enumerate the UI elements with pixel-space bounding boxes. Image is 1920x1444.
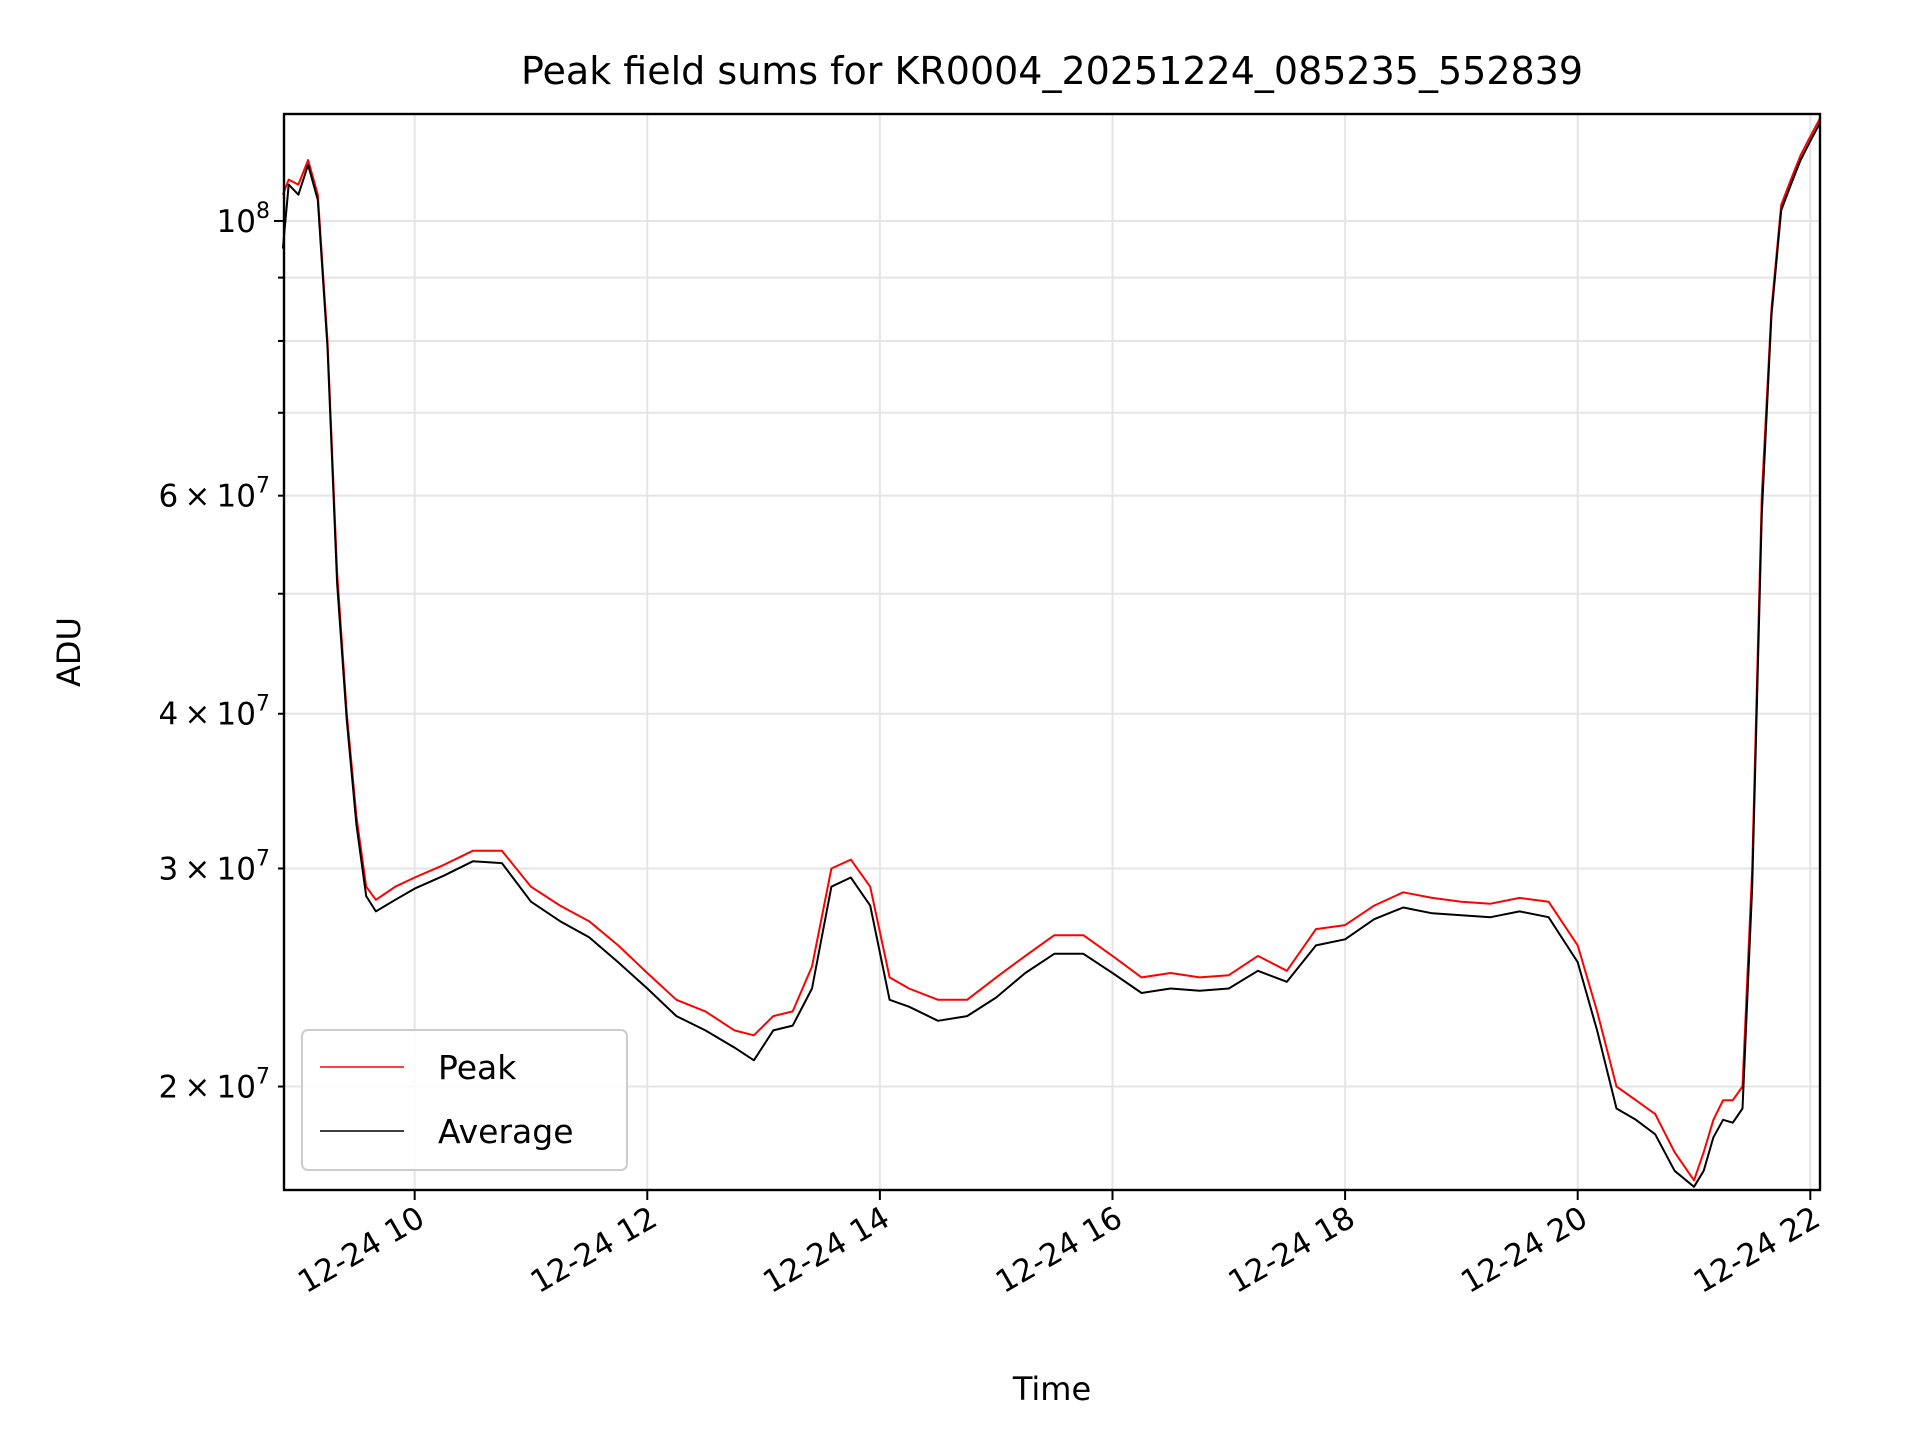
legend-label-average: Average — [438, 1112, 574, 1151]
y-tick-label: 2 × 107 — [158, 1065, 270, 1106]
grid — [284, 114, 1820, 1190]
y-tick-label: 6 × 107 — [158, 474, 270, 515]
series-line-average — [281, 122, 1821, 1188]
legend-label-peak: Peak — [438, 1048, 517, 1087]
legend-box — [301, 1029, 628, 1171]
y-tick-label: 3 × 107 — [158, 846, 270, 887]
y-axis-title: ADU — [50, 617, 88, 687]
series-lines — [281, 117, 1821, 1188]
y-tick-label: 4 × 107 — [158, 692, 270, 733]
x-axis-title: Time — [1012, 1370, 1091, 1408]
chart-title: Peak field sums for KR0004_20251224_0852… — [521, 49, 1583, 93]
legend: Peak Average — [301, 1029, 628, 1171]
plot-frame — [282, 112, 1822, 1192]
y-tick-label: 108 — [217, 199, 270, 240]
series-line-peak — [281, 117, 1821, 1182]
